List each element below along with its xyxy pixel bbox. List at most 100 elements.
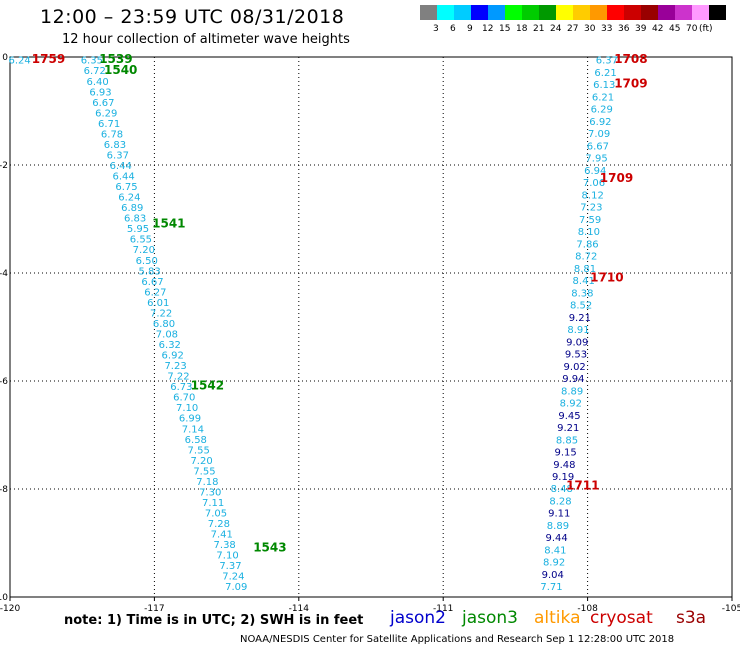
wave-height-value: 6.75 [115, 182, 137, 193]
wave-height-value: 6.78 [101, 129, 123, 140]
page-subtitle: 12 hour collection of altimeter wave hei… [62, 32, 350, 47]
colorbar-swatch [454, 5, 471, 20]
footer-note: note: 1) Time is in UTC; 2) SWH is in fe… [64, 613, 364, 628]
wave-height-value: 6.29 [591, 105, 613, 116]
wave-height-value: 9.21 [569, 313, 591, 324]
wave-height-value: 7.14 [182, 424, 204, 435]
wave-height-value: 6.50 [136, 256, 158, 267]
wave-height-value: 7.23 [164, 361, 186, 372]
wave-height-value: 8.10 [578, 227, 600, 238]
wave-height-value: 9.21 [557, 423, 579, 434]
colorbar-label: 18 [516, 24, 528, 34]
colorbar-swatch [573, 5, 590, 20]
wave-height-value: 8.48 [551, 484, 573, 495]
wave-height-value: 9.48 [553, 460, 575, 471]
wave-height-value: 6.32 [159, 340, 181, 351]
colorbar-swatch [556, 5, 573, 20]
colorbar-label: 36 [618, 24, 630, 34]
wave-height-value: 6.94 [584, 166, 606, 177]
wave-height-value: 6.24 [118, 193, 140, 204]
satellite-legend-cryosat: cryosat [590, 608, 653, 628]
wave-height-value: 7.30 [199, 487, 221, 498]
wave-height-value: 6.67 [587, 141, 609, 152]
wave-height-value: 6.80 [153, 319, 175, 330]
satellite-legend-jason2: jason2 [390, 608, 446, 628]
colorbar-swatch [692, 5, 709, 20]
satellite-legend-altika: altika [534, 608, 581, 628]
colorbar-label: 70 [686, 24, 698, 34]
page-title: 12:00 – 23:59 UTC 08/31/2018 [40, 6, 345, 28]
y-tick-label: -4 [0, 269, 8, 279]
satellite-legend-s3a: s3a [676, 608, 707, 628]
colorbar-label: 3 [433, 24, 439, 34]
wave-height-value: 8.41 [544, 545, 566, 556]
wave-height-value: 7.28 [208, 519, 230, 530]
wave-height-value: 8.91 [567, 325, 589, 336]
wave-height-value: 6.37 [596, 56, 618, 67]
wave-height-value: 5.83 [138, 266, 160, 277]
pass-time-label: 1709 [614, 76, 647, 90]
wave-height-value: 7.24 [222, 572, 244, 583]
wave-height-value: 8.89 [547, 521, 569, 532]
wave-height-value: 6.29 [95, 108, 117, 119]
wave-height-value: 6.44 [112, 172, 134, 183]
wave-height-value: 7.20 [133, 245, 155, 256]
wave-height-value: 7.22 [167, 372, 189, 383]
wave-height-value: 9.44 [546, 533, 568, 544]
pass-time-label: 1710 [590, 271, 623, 285]
colorbar-label: 27 [567, 24, 579, 34]
wave-height-value: 7.06 [583, 178, 605, 189]
colorbar-swatch [420, 5, 437, 20]
colorbar-swatch [505, 5, 522, 20]
x-tick-label: -108 [577, 604, 598, 614]
wave-height-value: 7.59 [579, 215, 601, 226]
wave-height-value: 6.37 [107, 150, 129, 161]
wave-height-value: 7.71 [540, 582, 562, 593]
pass-time-label: 1540 [104, 63, 137, 77]
wave-height-value: 6.72 [84, 66, 106, 77]
pass-time-label: 1543 [253, 541, 286, 555]
y-tick-label: -2 [0, 161, 8, 171]
wave-height-value: 6.71 [98, 119, 120, 130]
colorbar-label: (ft) [699, 24, 713, 34]
wave-height-value: 6.24 [8, 56, 30, 67]
colorbar-label: 24 [550, 24, 562, 34]
wave-height-value: 6.13 [593, 80, 615, 91]
wave-height-value: 6.67 [141, 277, 163, 288]
wave-height-value: 6.93 [89, 87, 111, 98]
wave-height-value: 8.52 [570, 301, 592, 312]
colorbar-label: 33 [601, 24, 613, 34]
wave-height-value: 8.89 [561, 386, 583, 397]
colorbar-label: 6 [450, 24, 456, 34]
wave-height-value: 6.83 [104, 140, 126, 151]
wave-height-value: 6.01 [147, 298, 169, 309]
wave-height-value: 5.95 [127, 224, 149, 235]
wave-height-value: 7.38 [214, 540, 236, 551]
colorbar-label: 42 [652, 24, 664, 34]
wave-height-value: 7.10 [216, 551, 238, 562]
wave-height-value: 9.45 [558, 411, 580, 422]
wave-height-value: 7.08 [156, 329, 178, 340]
wave-height-value: 8.81 [574, 264, 596, 275]
x-tick-label: -117 [144, 604, 164, 614]
wave-height-value: 7.05 [205, 508, 227, 519]
wave-height-value: 7.95 [585, 154, 607, 165]
wave-height-value: 8.92 [543, 558, 565, 569]
wave-height-value: 9.53 [565, 350, 587, 361]
wave-height-value: 7.09 [225, 582, 247, 593]
colorbar-swatch [624, 5, 641, 20]
wave-height-value: 7.55 [188, 445, 210, 456]
colorbar-swatch [488, 5, 505, 20]
wave-height-value: 7.10 [176, 403, 198, 414]
colorbar-swatch [471, 5, 488, 20]
satellite-legend-jason3: jason3 [462, 608, 518, 628]
colorbar-label: 15 [499, 24, 511, 34]
colorbar-swatch [658, 5, 675, 20]
wave-height-value: 6.92 [589, 117, 611, 128]
colorbar-swatch [522, 5, 539, 20]
wave-height-value: 6.21 [592, 92, 614, 103]
wave-height-value: 6.73 [170, 382, 192, 393]
map-frame [9, 56, 733, 598]
wave-height-value: 8.92 [560, 399, 582, 410]
wave-height-value: 6.55 [130, 235, 152, 246]
